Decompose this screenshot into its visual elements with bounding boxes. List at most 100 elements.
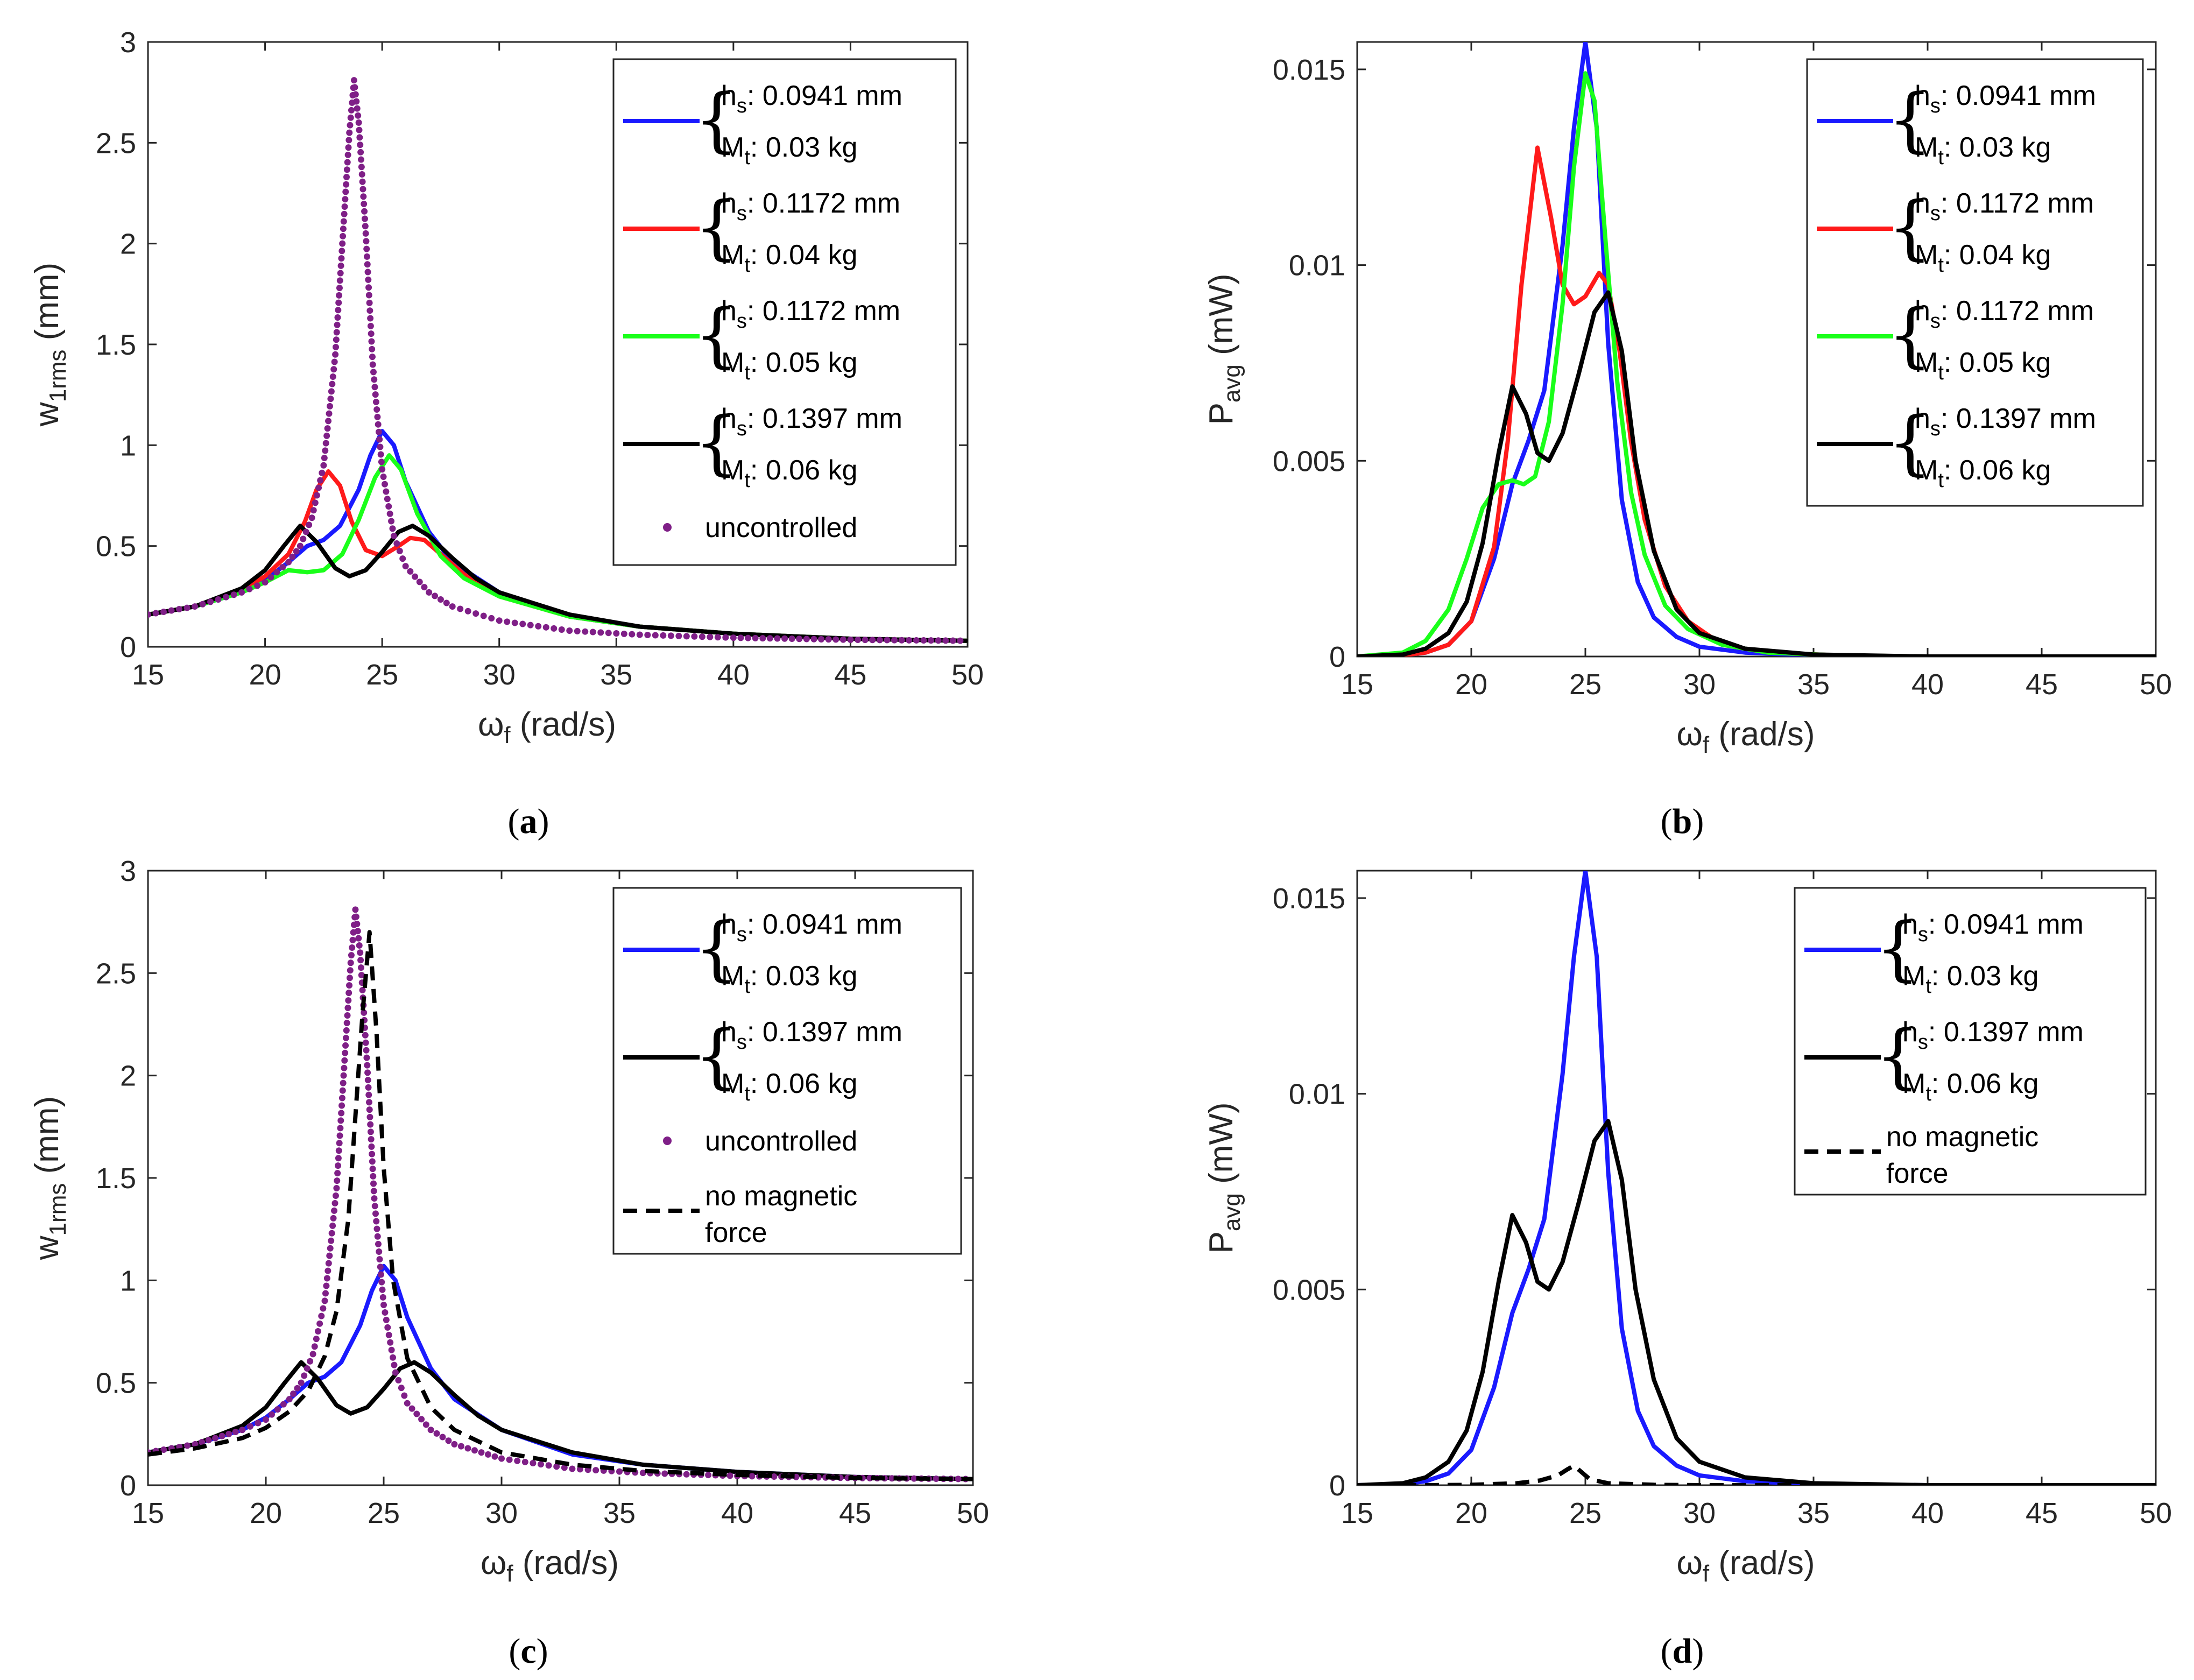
panel-a-legend-entry-mt-rest: : 0.05 kg [750, 347, 857, 378]
panel-c-legend-entry-hs-rest: : 0.1397 mm [747, 1017, 902, 1048]
panel-a-series-uncontrolled-point [362, 223, 369, 230]
panel-a-series-uncontrolled-point [388, 518, 395, 525]
panel-a-series-uncontrolled-point [386, 510, 393, 517]
panel-b-legend-entry-mt: Mt: 0.04 kg [1915, 239, 2051, 277]
panel-c-series-uncontrolled-point [726, 1472, 733, 1479]
panel-a-legend-entry-hs-sub: s [737, 418, 747, 440]
panel-c-series-uncontrolled-point [457, 1443, 464, 1450]
panel-c-legend-entry-marker [663, 1137, 672, 1145]
panel-b-legend-entry-brace: { [1888, 401, 1932, 483]
panel-a-xtick-label: 40 [717, 659, 750, 691]
panel-a-series-uncontrolled-point [313, 492, 320, 499]
panel-b-x-axis-label-rest: (rad/s) [1709, 716, 1815, 753]
panel-a-series-uncontrolled-point [335, 307, 342, 314]
panel-c-xtick-label: 20 [250, 1497, 282, 1529]
panel-c-series-uncontrolled-point [365, 1084, 372, 1091]
panel-c-legend-entry-label-line1: no magnetic [705, 1181, 857, 1212]
panel-d-x-axis-label: ωf (rad/s) [1676, 1544, 1815, 1587]
panel-a-series-uncontrolled-point [306, 521, 313, 528]
panel-d-xtick-label: 15 [1341, 1497, 1373, 1529]
panel-c-series-uncontrolled-point [373, 1225, 380, 1232]
panel-c-series-uncontrolled-point [301, 1372, 308, 1379]
panel-c-series-uncontrolled-point [385, 1331, 392, 1338]
panel-d-legend-entry-brace: { [1875, 1015, 1920, 1097]
panel-b-legend-entry-mt-sub: t [1938, 254, 1944, 277]
panel-a-series-uncontrolled-point [810, 636, 817, 643]
panel-b-x-axis-label: ωf (rad/s) [1676, 716, 1815, 758]
panel-c-xtick-label: 50 [957, 1497, 989, 1529]
panel-c-series-uncontrolled-point [367, 1128, 374, 1135]
panel-c-series-uncontrolled-point [330, 1215, 337, 1222]
panel-a-series-uncontrolled-point [285, 559, 292, 566]
panel-a-series-uncontrolled-point [566, 627, 573, 634]
panel-c-series-uncontrolled-point [335, 1155, 342, 1162]
panel-d-legend-entry-hs-rest: : 0.1397 mm [1928, 1017, 2084, 1048]
panel-a-legend-entry-hs: hs: 0.0941 mm [721, 80, 902, 117]
panel-c-series-uncontrolled-point [294, 1385, 301, 1392]
panel-d-x-axis-label-main: ω [1676, 1544, 1702, 1582]
panel-a-series-uncontrolled-point [330, 366, 337, 373]
panel-a-legend-entry-hs-rest: : 0.1172 mm [747, 295, 900, 327]
panel-c-series-uncontrolled-point [561, 1464, 568, 1471]
panel-c-series-uncontrolled-point [379, 1286, 386, 1293]
panel-d-legend-entry-mt: Mt: 0.03 kg [1902, 961, 2038, 998]
panel-a-series-uncontrolled-point [343, 181, 350, 188]
panel-a-series-uncontrolled-point [230, 591, 237, 598]
panel-a-series-uncontrolled-point [788, 636, 795, 643]
panel-a-ytick-label: 2.5 [96, 127, 136, 159]
panel-c-legend-entry-mt-rest: : 0.06 kg [750, 1068, 857, 1099]
panel-c-series-uncontrolled-point [246, 1423, 253, 1430]
panel-a-series-uncontrolled [148, 77, 964, 644]
panel-a-series-uncontrolled-point [416, 578, 423, 585]
panel-c-series-uncontrolled-point [352, 913, 359, 920]
panel-a-series-uncontrolled-point [390, 532, 397, 539]
panel-c-series-uncontrolled-point [395, 1377, 402, 1383]
panel-c-series-uncontrolled-point [311, 1343, 318, 1350]
panel-c-series-uncontrolled-point [290, 1390, 297, 1397]
panel-c-x-axis-label-main: ω [481, 1544, 506, 1582]
panel-a-series-uncontrolled-point [254, 582, 261, 589]
panel-c-legend-entry-mt-rest: : 0.03 kg [750, 961, 857, 992]
panel-d: 15 20 25 30 35 40 45 50 0 0.005 0.01 0.015 ωf (rad/s… [1203, 870, 2172, 1587]
caption-b-letter: b [1673, 802, 1692, 841]
panel-d-legend-entry-mt-sub: t [1925, 975, 1931, 998]
panel-c-series-uncontrolled-point [328, 1230, 335, 1237]
panel-c-series-uncontrolled-point [334, 1177, 341, 1184]
panel-d-legend-entry-hs-sub: s [1918, 923, 1928, 946]
panel-a-series-uncontrolled-point [347, 122, 354, 129]
panel-c-x-axis-label-rest: (rad/s) [513, 1544, 619, 1582]
caption-b: (b) [1661, 802, 1704, 841]
panel-c-series-uncontrolled-point [464, 1445, 471, 1452]
panel-d-legend-entry-mt-main: M [1902, 961, 1925, 992]
panel-a-series-uncontrolled-point [341, 210, 348, 217]
panel-a-series-uncontrolled-point [781, 635, 788, 642]
panel-a-series-uncontrolled-point [384, 496, 391, 503]
panel-b-legend-entry-mt-sub: t [1938, 469, 1944, 492]
panel-a-legend-entry-hs-sub: s [737, 95, 747, 117]
panel-c-series-uncontrolled-point [352, 906, 359, 913]
panel-b-legend-entry-hs: hs: 0.1397 mm [1915, 403, 2096, 440]
panel-b-legend-entry-hs: hs: 0.0941 mm [1915, 80, 2096, 117]
panel-c-series-uncontrolled-point [374, 1233, 381, 1240]
panel-a-series-uncontrolled-point [364, 261, 371, 268]
panel-c: 15 20 25 30 35 40 45 50 0 0.5 1 1.5 2 2.5 3 ωf (rad/s) w… [29, 855, 989, 1587]
panel-a-series-uncontrolled-point [774, 635, 781, 642]
panel-c-series-uncontrolled-point [362, 1039, 369, 1046]
panel-a-legend-entry-brace: { [694, 186, 739, 268]
caption-d: (d) [1661, 1632, 1704, 1671]
panel-a-legend-entry-mt-rest: : 0.06 kg [750, 455, 857, 486]
panel-b-legend-entry-mt-main: M [1915, 239, 1938, 271]
panel-a-series-uncontrolled-point [373, 406, 380, 413]
panel-a-series-uncontrolled-point [332, 351, 339, 358]
panel-c-series-uncontrolled-point [433, 1430, 440, 1437]
panel-a-ytick-label: 0 [120, 631, 136, 663]
panel-a-series-uncontrolled-point [675, 632, 682, 639]
panel-d-legend-entry-mt-sub: t [1925, 1083, 1931, 1105]
panel-c-series-uncontrolled-point [304, 1365, 311, 1372]
panel-b-series-group [1357, 42, 2156, 657]
panel-a-legend-entry-mt-main: M [721, 132, 744, 163]
panel-c-series-uncontrolled-point [324, 1267, 331, 1274]
panel-c-series-uncontrolled-point [344, 1012, 351, 1019]
